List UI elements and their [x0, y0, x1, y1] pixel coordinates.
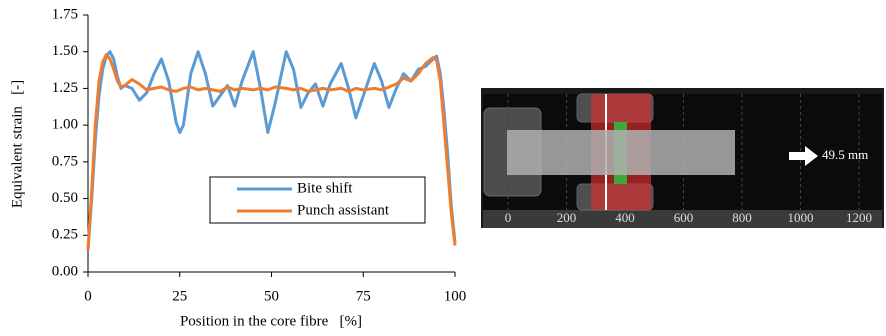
y-tick-label: 1.25	[52, 80, 78, 96]
workpiece	[507, 130, 735, 175]
x-tick-label: 50	[264, 288, 279, 304]
y-tick-label: 1.75	[52, 6, 78, 22]
panel-tick-label: 0	[505, 210, 512, 225]
legend-box	[209, 176, 426, 224]
x-tick-label: 0	[84, 288, 92, 304]
panel-axis	[483, 210, 882, 228]
arrow	[789, 146, 818, 166]
x-tick-label: 100	[444, 288, 467, 304]
panel-tick-label: 1200	[846, 210, 872, 225]
y-tick-label: 1.50	[52, 43, 78, 59]
y-axis-title: Equivalent strain [-]	[9, 80, 25, 208]
x-tick-label: 75	[356, 288, 371, 304]
legend-label: Bite shift	[297, 180, 353, 196]
y-tick-label: 0.25	[52, 227, 78, 243]
y-tick-label: 0.75	[52, 153, 78, 169]
y-tick-label: 0.50	[52, 190, 78, 206]
line-series	[86, 53, 457, 251]
legend-label: Punch assistant	[297, 202, 390, 218]
y-tick-label: 1.00	[52, 117, 78, 133]
y-tick-label: 0.00	[52, 263, 78, 279]
panel-tick-label: 200	[557, 210, 577, 225]
annotation: 49.5 mm	[822, 147, 868, 162]
panel-tick-label: 400	[615, 210, 635, 225]
simulation-panel: 0 200 400 600 800 1000 1200 49.5 mm	[481, 88, 884, 228]
panel-tick-label: 800	[732, 210, 752, 225]
panel-tick-label: 1000	[788, 210, 814, 225]
x-tick-label: 25	[172, 288, 187, 304]
x-axis-title: Position in the core fibre [%]	[180, 313, 362, 329]
panel-tick-label: 600	[674, 210, 694, 225]
